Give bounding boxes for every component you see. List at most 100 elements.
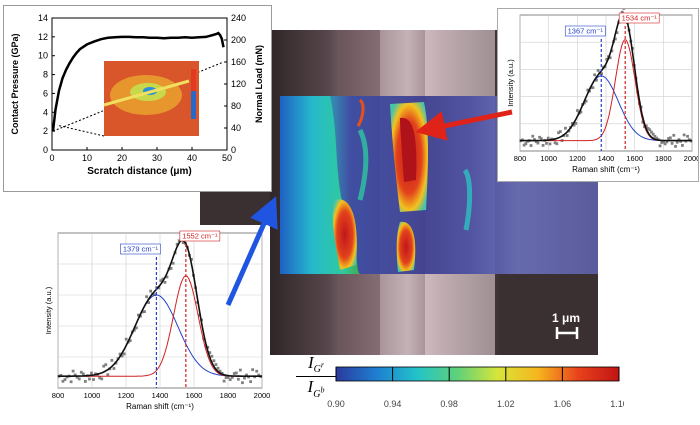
x-tick-label: 40: [187, 153, 197, 163]
data-point: [622, 6, 626, 10]
x-tick-label: 0: [49, 153, 54, 163]
peak-label: 1552 cm⁻¹: [182, 232, 218, 241]
data-point: [586, 88, 590, 92]
data-point: [660, 141, 664, 144]
data-point: [658, 144, 662, 148]
data-point: [63, 378, 67, 381]
colorbar-gradient: [335, 366, 620, 382]
data-point: [98, 376, 102, 380]
peak-label: 1534 cm⁻¹: [622, 14, 658, 23]
colorbar-tick-label: 0.90: [327, 399, 345, 409]
data-point: [171, 261, 175, 265]
data-point: [539, 137, 543, 141]
data-point: [120, 354, 124, 358]
data-point: [553, 141, 557, 145]
peak-label: 1379 cm⁻¹: [123, 245, 159, 254]
data-point: [546, 136, 550, 140]
inset-colorbar: [191, 69, 196, 119]
data-point: [71, 369, 75, 373]
x-tick-label: 1200: [118, 391, 135, 400]
scratch-chart-panel: 0 10 20 30 40 50 0 2 4 6 8 10 12 14 0 40 80 120 160 200 240 S…: [3, 5, 272, 192]
data-point: [61, 379, 65, 383]
y-tick-label: 6: [43, 88, 48, 98]
y-tick-label: 8: [43, 70, 48, 80]
x-tick-label: 800: [514, 154, 527, 163]
y2-tick-label: 0: [231, 145, 236, 155]
data-point: [202, 337, 206, 341]
data-point: [674, 144, 677, 148]
data-point: [59, 373, 63, 377]
data-point: [570, 121, 574, 125]
data-point: [572, 123, 576, 127]
data-point: [210, 354, 214, 358]
data-point: [177, 239, 181, 243]
data-point: [576, 109, 579, 112]
data-point: [208, 351, 212, 355]
x-axis-label: Scratch distance (μm): [87, 166, 191, 177]
data-point: [73, 373, 77, 377]
data-point: [104, 363, 108, 367]
data-point: [653, 134, 657, 138]
y-axis-label: Contact Pressure (GPa): [10, 33, 20, 134]
data-point: [536, 141, 540, 145]
peak-label: 1367 cm⁻¹: [568, 27, 604, 36]
data-point: [558, 130, 562, 133]
data-point: [92, 378, 95, 381]
y-tick-label: 4: [43, 107, 48, 117]
data-point: [153, 293, 157, 297]
data-point: [593, 73, 597, 77]
data-point: [257, 373, 261, 377]
data-point: [132, 328, 136, 332]
data-point: [662, 140, 665, 144]
data-point: [608, 56, 612, 60]
data-point: [687, 138, 691, 142]
data-point: [141, 310, 144, 314]
data-point: [128, 339, 132, 343]
data-point: [106, 373, 110, 377]
data-point: [236, 377, 240, 381]
data-point: [214, 363, 218, 366]
colorbar: IGr IGb 0.90 0.94 0.98 1.02 1.06 1.10: [296, 345, 626, 420]
data-point: [529, 144, 533, 147]
data-point: [190, 257, 193, 261]
data-point: [682, 133, 686, 137]
peak-label-box: [564, 25, 606, 37]
data-point: [663, 142, 667, 146]
data-point: [159, 279, 163, 283]
pressure-curve: [51, 31, 225, 132]
data-point: [88, 377, 91, 381]
x-tick-label: 1600: [626, 154, 643, 163]
colorbar-tick-label: 1.06: [554, 399, 572, 409]
y-axis-label: Intensity (a.u.): [506, 59, 515, 107]
data-point: [680, 144, 684, 147]
data-point: [157, 286, 161, 290]
x-tick-label: 1000: [540, 154, 557, 163]
scratch-chart: 0 10 20 30 40 500246810121404080120160200240S…: [10, 13, 264, 177]
data-point: [646, 127, 650, 130]
data-point: [610, 49, 614, 53]
data-point: [655, 136, 658, 140]
x-tick-label: 1000: [84, 391, 101, 400]
data-point: [243, 376, 246, 380]
data-point: [226, 376, 230, 379]
data-point: [245, 373, 248, 377]
data-point: [224, 376, 228, 380]
data-point: [100, 377, 104, 381]
data-point: [251, 368, 255, 372]
colorbar-symbol: IGr IGb: [296, 353, 336, 400]
x-tick-label: 1400: [598, 154, 615, 163]
peak-label-box: [120, 243, 161, 255]
data-point: [600, 72, 603, 76]
x-tick-label: 50: [222, 153, 232, 163]
x-tick-label: 1800: [655, 154, 672, 163]
x-tick-label: 1400: [152, 391, 169, 400]
data-point: [557, 131, 560, 135]
data-point: [112, 367, 116, 370]
data-point: [591, 86, 595, 90]
data-point: [534, 140, 538, 144]
y-axis-label: Intensity (a.u.): [44, 286, 53, 334]
scale-bar-label: 1 μm: [552, 311, 581, 325]
fit-total: [58, 239, 262, 377]
data-point: [533, 138, 536, 141]
data-point: [163, 280, 167, 284]
